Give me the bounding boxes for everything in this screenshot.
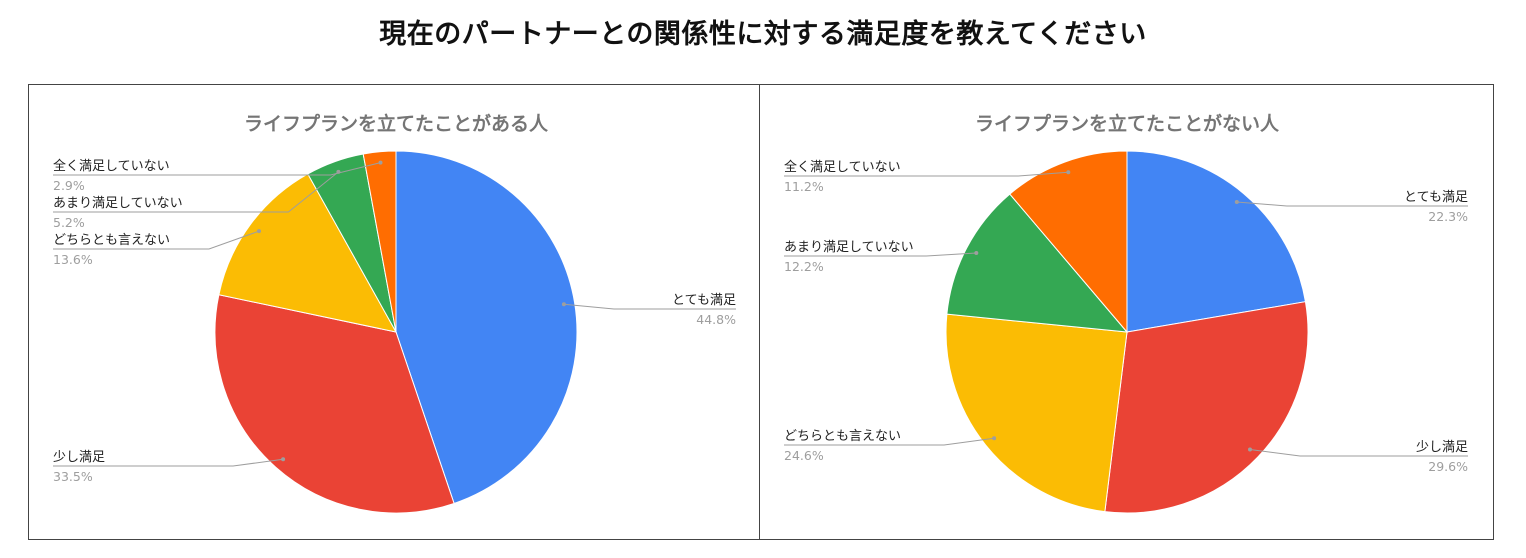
- leader-line-right-4: [784, 171, 1069, 177]
- slice-label-right-4: 全く満足していない: [784, 159, 901, 175]
- pie-slice-right-1: [1104, 301, 1309, 514]
- leader-line-right-1: [1249, 449, 1468, 457]
- leader-dot-left-0: [561, 302, 566, 307]
- slice-value-left-4: 2.9%: [53, 178, 85, 193]
- leader-line-left-2: [53, 230, 260, 250]
- slice-value-left-1: 33.5%: [53, 469, 93, 484]
- slice-label-left-0: とても満足: [672, 293, 736, 308]
- pie-slice-left-4: [362, 150, 397, 333]
- slice-value-right-2: 24.6%: [784, 448, 824, 463]
- leader-line-left-3: [53, 171, 339, 213]
- slice-label-left-2: どちらとも言えない: [53, 233, 170, 248]
- pie-slice-left-0: [395, 150, 578, 505]
- pie-slice-right-4: [1009, 150, 1128, 334]
- leader-line-right-3: [784, 252, 977, 257]
- slice-value-right-1: 29.6%: [1428, 459, 1468, 474]
- chart-panel-left: ライフプランを立てたことがある人とても満足 44.8% 少し満足 33.5% どちらとも…: [28, 84, 761, 540]
- chart-title-left: ライフプランを立てたことがある人: [244, 112, 549, 135]
- slice-value-left-2: 13.6%: [53, 252, 93, 267]
- slice-value-right-4: 11.2%: [784, 179, 824, 194]
- leader-line-left-1: [53, 458, 284, 467]
- slice-label-left-4: 全く満足していない: [53, 158, 170, 174]
- slice-label-right-2: どちらとも言えない: [784, 429, 901, 444]
- pie-slice-right-3: [946, 193, 1129, 333]
- leader-line-left-0: [563, 303, 736, 310]
- slice-label-right-0: とても満足: [1404, 190, 1468, 205]
- leader-line-left-4: [53, 162, 381, 176]
- slice-label-right-3: あまり満足していない: [784, 240, 914, 255]
- leader-line-right-0: [1236, 201, 1468, 207]
- leader-dot-right-4: [1066, 170, 1071, 175]
- slice-value-left-3: 5.2%: [53, 215, 85, 230]
- slice-value-right-0: 22.3%: [1428, 209, 1468, 224]
- slice-label-left-3: あまり満足していない: [53, 196, 183, 211]
- slice-value-left-0: 44.8%: [696, 312, 736, 327]
- slice-label-right-1: 少し満足: [1416, 440, 1468, 455]
- chart-title-right: ライフプランを立てたことがない人: [975, 112, 1280, 135]
- pie-slice-left-1: [214, 294, 455, 514]
- page-title: 現在のパートナーとの関係性に対する満足度を教えてください: [379, 19, 1147, 50]
- leader-line-right-2: [784, 437, 995, 446]
- slice-label-left-1: 少し満足: [53, 450, 105, 465]
- slice-value-right-3: 12.2%: [784, 259, 824, 274]
- pie-slice-right-0: [1126, 150, 1307, 333]
- pie-slice-left-2: [218, 173, 397, 333]
- chart-panel-right: ライフプランを立てたことがない人とても満足 22.3% 少し満足 29.6% どちらとも…: [759, 84, 1494, 540]
- pie-slice-right-2: [945, 313, 1128, 513]
